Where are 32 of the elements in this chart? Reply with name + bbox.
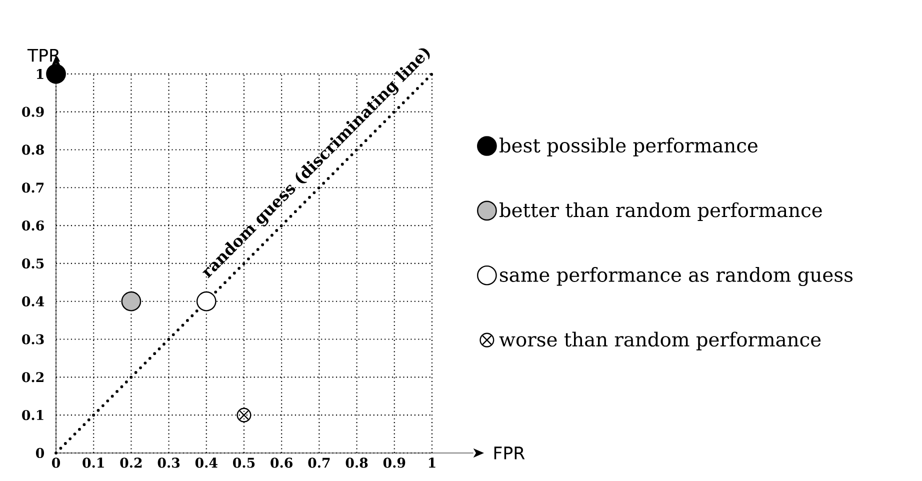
x-tick-label: 0.1	[82, 458, 104, 468]
x-tick-label: 0.6	[270, 458, 292, 468]
x-tick-label: 1	[428, 458, 436, 468]
point	[46, 64, 66, 84]
y-axis-title: TPR	[27, 48, 60, 62]
point	[121, 291, 142, 312]
y-tick-label: 0.7	[22, 182, 44, 193]
y-tick-label: 0.4	[22, 296, 44, 306]
x-tick-label: 0.2	[120, 458, 142, 468]
y-tick-label: 0	[36, 448, 44, 458]
x-tick-label: 0.8	[346, 458, 368, 468]
legend-label: best possible performance	[500, 138, 758, 156]
y-tick-label: 0.9	[22, 106, 44, 117]
x-tick-label: 0.5	[233, 458, 255, 468]
y-tick-label: 0.3	[22, 334, 44, 344]
y-tick-label: 0.5	[22, 258, 44, 268]
point	[196, 291, 216, 312]
x-tick-label: 0.9	[383, 458, 406, 468]
y-tick-label: 0.8	[22, 144, 44, 155]
y-tick-label: 0.2	[22, 372, 44, 382]
legend-label: worse than random performance	[499, 332, 821, 350]
x-tick-label: 0.4	[195, 458, 218, 468]
point	[236, 408, 252, 422]
x-tick-label: 0.7	[308, 458, 330, 468]
x-axis-title: FPR	[494, 446, 525, 460]
x-tick-label: 0.3	[158, 458, 180, 468]
y-tick-label: 0.6	[22, 220, 44, 231]
legend-label: better than random performance	[500, 202, 822, 222]
x-tick-label: 0	[52, 458, 60, 468]
y-tick-label: 1	[36, 68, 44, 79]
legend-label: same performance as random guess	[500, 267, 852, 286]
y-tick-label: 0.1	[22, 410, 44, 420]
